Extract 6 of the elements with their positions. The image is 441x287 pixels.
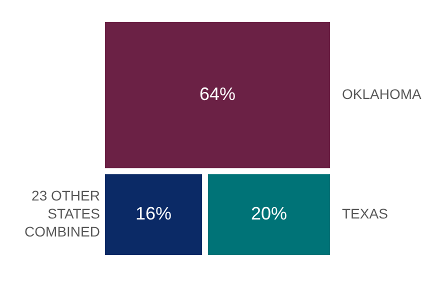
- category-label: TEXAS: [342, 205, 388, 222]
- category-label: 23 OTHER STATES COMBINED: [24, 187, 100, 240]
- data-label: 20%: [250, 204, 288, 224]
- data-label: 64%: [199, 84, 236, 104]
- category-label: OKLAHOMA: [342, 86, 422, 102]
- data-label: 16%: [135, 204, 172, 224]
